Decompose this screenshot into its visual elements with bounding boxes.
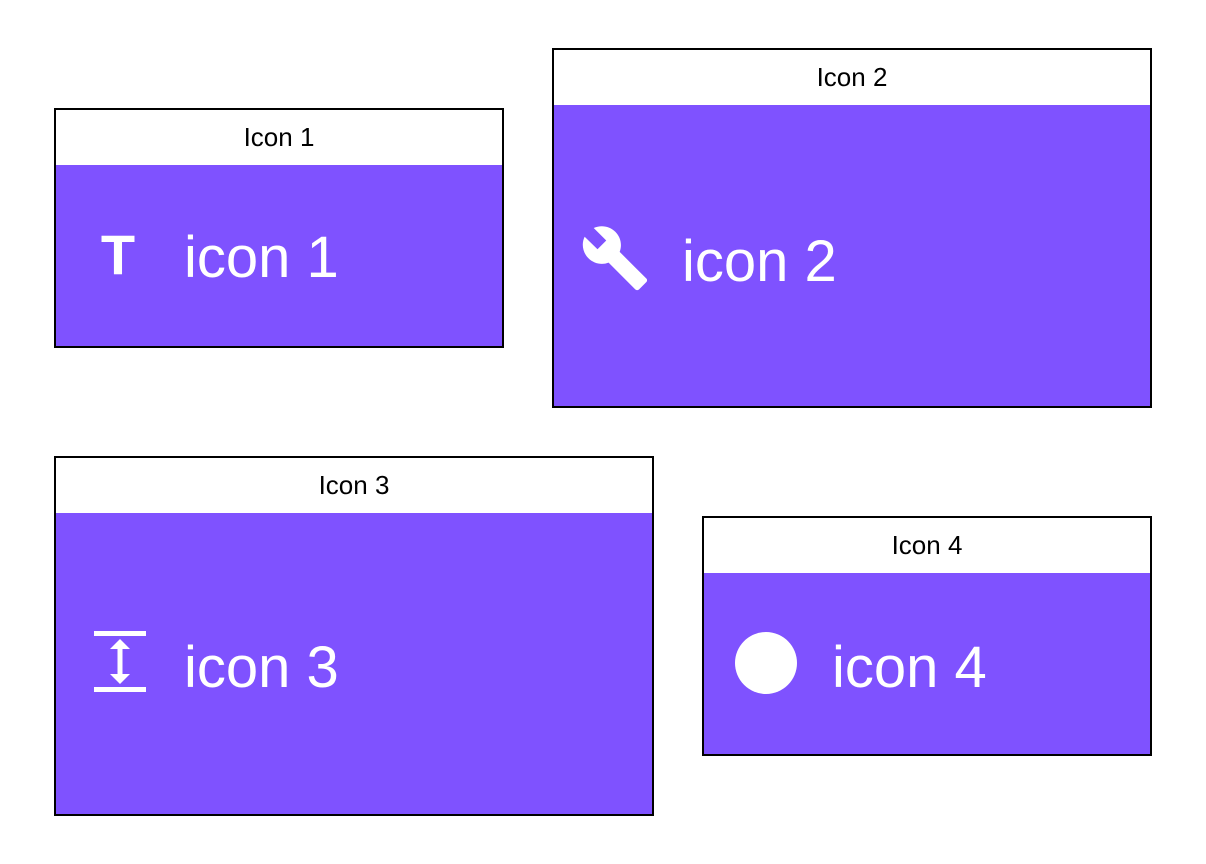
card-label-3: icon 3 (184, 635, 339, 700)
card-header-3: Icon 3 (56, 458, 652, 513)
card-header-4: Icon 4 (704, 518, 1150, 573)
wrench-icon (580, 223, 650, 293)
card-label-1: icon 1 (184, 225, 339, 290)
card-title-4: Icon 4 (891, 530, 963, 560)
card-header-1: Icon 1 (56, 110, 502, 165)
circle-icon (734, 631, 798, 695)
icon-card-2: Icon 2 icon 2 (552, 48, 1152, 408)
circle-icon-svg (735, 632, 797, 694)
card-body-1: T icon 1 (56, 165, 502, 346)
card-body-3: icon 3 (56, 513, 652, 814)
text-format-glyph: T (100, 223, 136, 286)
card-title-1: Icon 1 (243, 122, 315, 152)
card-title-2: Icon 2 (816, 62, 888, 92)
text-format-icon: T (94, 223, 142, 287)
card-label-4: icon 4 (832, 635, 987, 700)
card-title-3: Icon 3 (318, 470, 390, 500)
icon-card-3: Icon 3 icon 3 (54, 456, 654, 816)
wrench-icon-svg (582, 226, 648, 291)
card-label-2: icon 2 (682, 229, 837, 294)
card-body-4: icon 4 (704, 573, 1150, 754)
vertical-align-center-icon-svg (94, 631, 146, 692)
card-body-2: icon 2 (554, 105, 1150, 406)
icon-card-1: Icon 1 T icon 1 (54, 108, 504, 348)
icon-card-4: Icon 4 icon 4 (702, 516, 1152, 756)
vertical-align-center-icon (94, 631, 146, 695)
card-header-2: Icon 2 (554, 50, 1150, 105)
